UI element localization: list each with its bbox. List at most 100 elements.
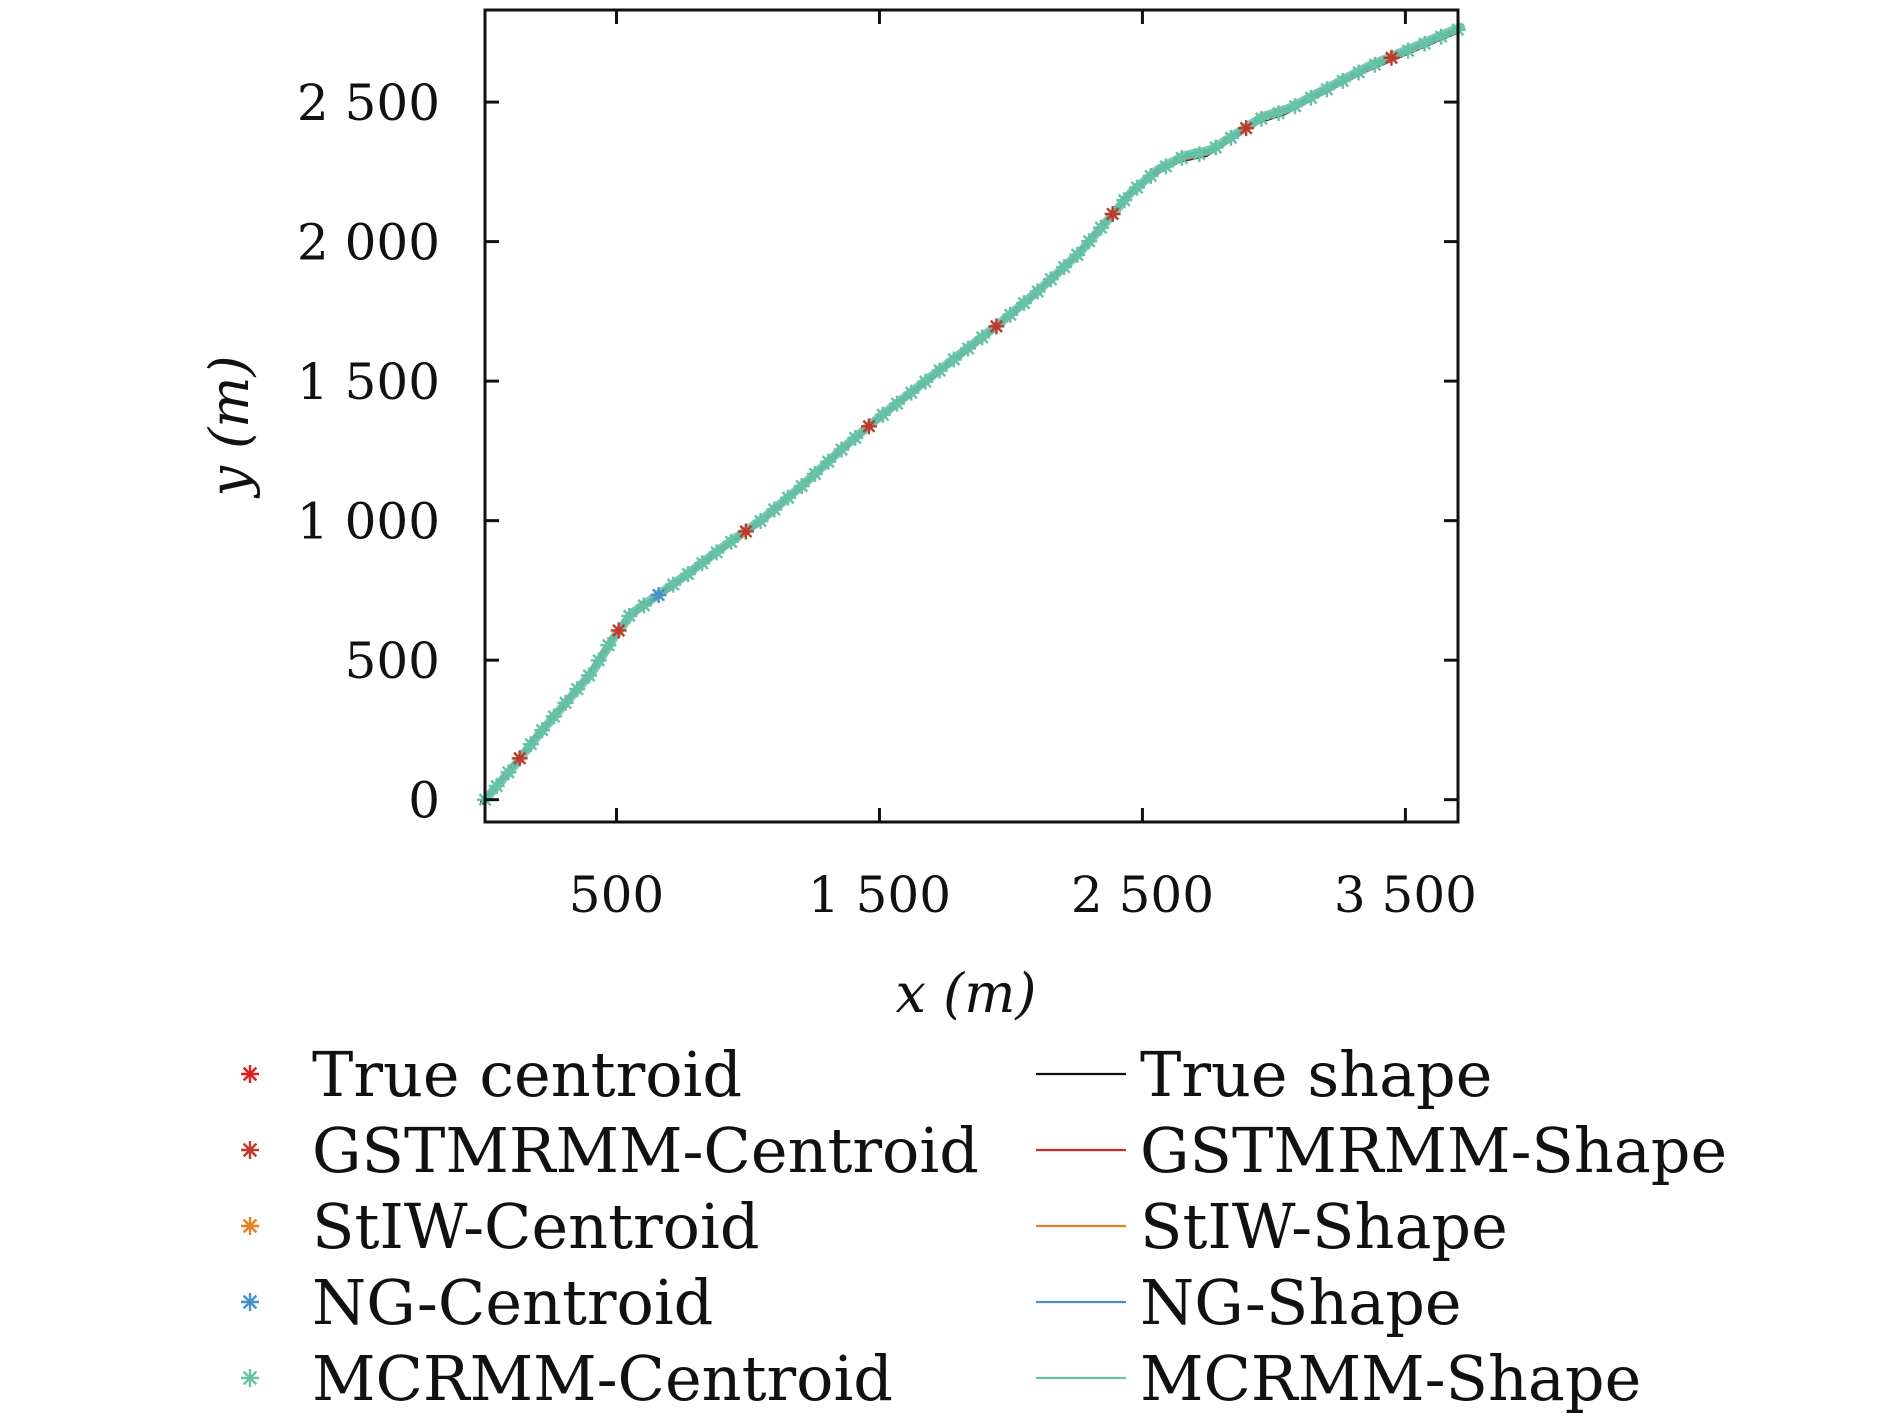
y-tick-labels: 0 500 1 000 1 500 2 000 2 500 xyxy=(297,74,440,830)
centroid-marker xyxy=(1400,42,1417,59)
centroid-marker xyxy=(723,533,740,550)
centroid-marker xyxy=(820,453,837,470)
x-tick-labels: 500 1 500 2 500 3 500 xyxy=(569,866,1477,924)
centroid-marker xyxy=(1287,98,1304,115)
legend-marker xyxy=(241,1065,259,1083)
x-tick-label: 500 xyxy=(569,866,664,924)
y-tick-label: 2 000 xyxy=(297,214,440,272)
legend-marker xyxy=(241,1217,259,1235)
centroid-marker xyxy=(1238,120,1255,137)
legend-label: GSTMRMM-Shape xyxy=(1140,1114,1727,1187)
centroid-marker xyxy=(1334,72,1351,89)
x-axis-label: x (m) xyxy=(896,962,1037,1025)
centroid-marker xyxy=(694,555,711,572)
centroid-marker xyxy=(621,607,638,624)
centroid-marker xyxy=(1270,105,1287,122)
centroid-marker xyxy=(793,478,810,495)
centroid-marker xyxy=(534,722,551,739)
centroid-marker xyxy=(1366,56,1383,73)
centroid-marker xyxy=(635,597,652,614)
centroid-marker xyxy=(833,441,850,458)
legend-label: NG-Shape xyxy=(1140,1266,1462,1339)
centroid-marker xyxy=(1207,139,1224,156)
shape-line xyxy=(480,29,1459,805)
centroid-marker xyxy=(766,501,783,518)
legend-label: GSTMRMM-Centroid xyxy=(312,1114,979,1187)
centroid-marker xyxy=(780,489,797,506)
y-tick-label: 0 xyxy=(408,772,440,830)
centroid-marker xyxy=(1042,271,1059,288)
centroid-marker xyxy=(1433,28,1450,45)
centroid-marker xyxy=(1173,149,1190,166)
centroid-marker xyxy=(1253,110,1270,127)
centroid-marker xyxy=(1002,306,1019,323)
centroid-marker xyxy=(1129,179,1146,196)
centroid-marker xyxy=(917,373,934,390)
centroid-marker xyxy=(1142,167,1159,184)
centroid-marker xyxy=(590,652,607,669)
centroid-marker xyxy=(931,362,948,379)
centroid-marker xyxy=(806,465,823,482)
centroid-marker xyxy=(708,544,725,561)
legend-label: MCRMM-Shape xyxy=(1140,1342,1641,1415)
centroid-marker xyxy=(1015,295,1032,312)
centroid-marker xyxy=(600,637,617,654)
centroid-marker xyxy=(1222,129,1239,146)
centroid-marker xyxy=(1116,192,1133,209)
centroid-marker xyxy=(847,429,864,446)
legend-label: MCRMM-Centroid xyxy=(312,1342,893,1415)
legend-label: StIW-Centroid xyxy=(312,1190,760,1263)
shape-line xyxy=(481,28,1460,804)
legend-label: NG-Centroid xyxy=(312,1266,713,1339)
centroid-marker xyxy=(1302,89,1319,106)
centroid-marker xyxy=(1029,283,1046,300)
centroid-marker xyxy=(488,778,505,795)
centroid-marker xyxy=(974,329,991,346)
centroid-marker xyxy=(557,694,574,711)
y-tick-label: 1 000 xyxy=(297,493,440,551)
centroid-marker xyxy=(545,708,562,725)
centroid-marker xyxy=(903,384,920,401)
centroid-marker xyxy=(960,340,977,357)
plot-frame xyxy=(483,8,1460,824)
shape-lines xyxy=(480,22,1465,805)
x-tick-label: 3 500 xyxy=(1334,866,1477,924)
centroid-marker xyxy=(580,667,597,684)
centroid-marker xyxy=(1350,64,1367,81)
centroid-marker xyxy=(511,750,528,767)
centroid-marker xyxy=(1069,246,1086,263)
legend-marker xyxy=(241,1141,259,1159)
centroid-marker xyxy=(610,622,627,639)
centroid-marker xyxy=(1383,49,1400,66)
legend-marker xyxy=(241,1369,259,1387)
legend-label: True shape xyxy=(1140,1038,1492,1111)
centroid-marker xyxy=(1416,35,1433,52)
centroid-marker xyxy=(1104,205,1121,222)
centroid-marker xyxy=(569,681,586,698)
centroid-marker xyxy=(1056,259,1073,276)
centroid-marker xyxy=(500,764,517,781)
centroid-markers xyxy=(477,21,1466,808)
centroid-marker xyxy=(1157,158,1174,175)
legend-label: StIW-Shape xyxy=(1140,1190,1508,1263)
centroid-marker xyxy=(737,523,754,540)
centroid-marker xyxy=(1092,219,1109,236)
centroid-marker xyxy=(679,566,696,583)
centroid-marker xyxy=(752,513,769,530)
centroid-marker xyxy=(650,587,667,604)
centroid-marker xyxy=(860,418,877,435)
centroid-marker xyxy=(1081,233,1098,250)
y-tick-label: 500 xyxy=(345,632,440,690)
centroid-marker xyxy=(874,406,891,423)
shape-line xyxy=(482,27,1461,803)
tick-marks xyxy=(485,10,1458,822)
centroid-marker xyxy=(665,576,682,593)
x-tick-label: 1 500 xyxy=(808,866,951,924)
centroid-marker xyxy=(522,736,539,753)
x-tick-label: 2 500 xyxy=(1071,866,1214,924)
centroid-marker xyxy=(988,318,1005,335)
shape-line xyxy=(483,25,1462,801)
y-tick-label: 2 500 xyxy=(297,74,440,132)
legend: True centroidGSTMRMM-CentroidStIW-Centro… xyxy=(241,1038,1727,1415)
